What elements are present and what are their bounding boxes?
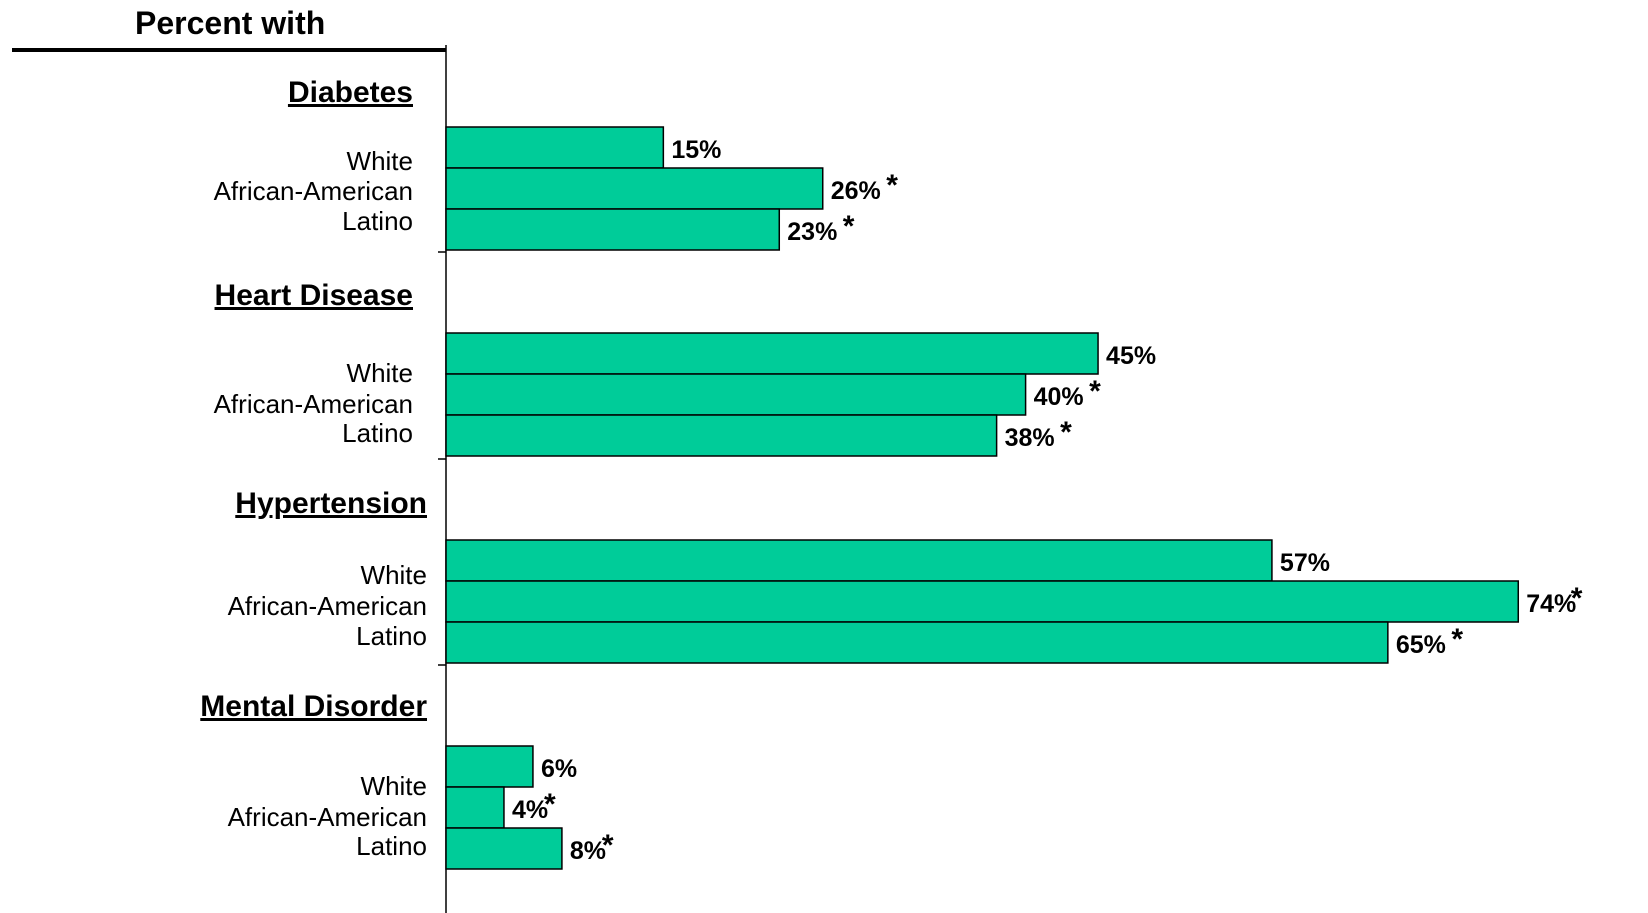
category-label-white: White: [361, 771, 427, 801]
value-label-diabetes-african-american: 26%: [831, 177, 881, 205]
significance-marker: *: [886, 169, 898, 202]
category-label-african-american: African-American: [214, 176, 413, 206]
bar-heart-disease-latino: [445, 414, 998, 457]
group-title-heart-disease: Heart Disease: [215, 279, 413, 312]
chart-title: Percent with: [135, 5, 325, 41]
group-heart-disease: Heart Disease White 45% African-American 40%…: [214, 279, 1156, 460]
value-label-heart-disease-white: 45%: [1106, 342, 1156, 370]
value-label-hypertension-african-american: 74%: [1526, 590, 1576, 618]
bar-hypertension-african-american: [445, 580, 1520, 623]
category-label-african-american: African-American: [214, 389, 413, 419]
significance-marker: *: [1089, 375, 1101, 408]
value-label-heart-disease-african-american: 40%: [1034, 383, 1084, 411]
bar-heart-disease-white: [445, 332, 1099, 375]
value-label-hypertension-white: 57%: [1280, 549, 1330, 577]
significance-marker: *: [1571, 582, 1583, 615]
value-label-heart-disease-latino: 38%: [1005, 424, 1055, 452]
value-label-diabetes-white: 15%: [671, 136, 721, 164]
bar-hypertension-latino: [445, 621, 1389, 664]
group-title-hypertension: Hypertension: [235, 487, 427, 520]
bar-diabetes-white: [445, 126, 665, 169]
group-title-mental-disorder: Mental Disorder: [200, 690, 427, 723]
significance-marker: *: [1451, 623, 1463, 656]
value-label-hypertension-latino: 65%: [1396, 631, 1446, 659]
value-label-mental-disorder-latino: 8%: [570, 837, 606, 865]
category-label-latino: Latino: [342, 206, 413, 236]
category-label-latino: Latino: [342, 418, 413, 448]
bar-heart-disease-african-american: [445, 373, 1027, 416]
value-label-mental-disorder-white: 6%: [541, 755, 577, 783]
category-label-white: White: [347, 146, 413, 176]
category-label-african-american: African-American: [228, 591, 427, 621]
group-mental-disorder: Mental Disorder White 6% African-American 4%…: [200, 690, 614, 870]
bar-diabetes-african-american: [445, 167, 824, 210]
bar-mental-disorder-african-american: [445, 786, 505, 829]
bar-diabetes-latino: [445, 208, 781, 251]
category-label-latino: Latino: [356, 831, 427, 861]
value-label-mental-disorder-african-american: 4%: [512, 796, 548, 824]
significance-marker: *: [602, 829, 614, 862]
value-label-diabetes-latino: 23%: [787, 218, 837, 246]
group-title-diabetes: Diabetes: [288, 76, 413, 109]
category-label-white: White: [347, 358, 413, 388]
significance-marker: *: [544, 788, 556, 821]
category-label-latino: Latino: [356, 621, 427, 651]
bar-mental-disorder-white: [445, 745, 534, 788]
bar-mental-disorder-latino: [445, 827, 563, 870]
category-label-african-american: African-American: [228, 802, 427, 832]
significance-marker: *: [843, 210, 855, 243]
significance-marker: *: [1060, 416, 1072, 449]
bar-hypertension-white: [445, 539, 1273, 582]
category-label-white: White: [361, 560, 427, 590]
